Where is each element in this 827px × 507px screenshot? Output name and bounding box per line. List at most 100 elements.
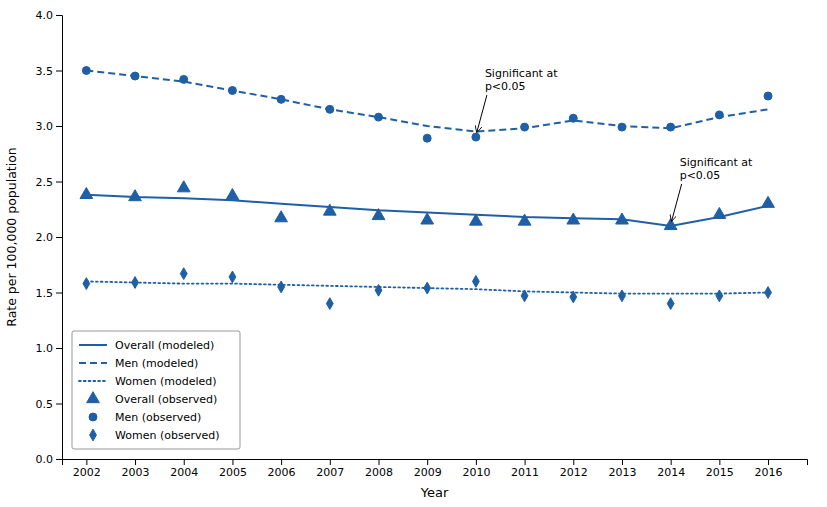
x-tick: 2002	[73, 459, 101, 479]
point	[423, 134, 431, 142]
y-tick-label: 0.0	[36, 453, 54, 466]
annotation: Significant atp<0.05	[680, 156, 753, 182]
y-tick: 0.0	[36, 453, 63, 466]
x-tick-mark	[622, 459, 623, 465]
y-tick-mark	[56, 71, 62, 72]
point	[521, 290, 528, 302]
x-tick-label: 2008	[365, 466, 393, 479]
x-tick-label: 2005	[219, 466, 247, 479]
legend-item: Men (modeled)	[79, 357, 198, 370]
point	[326, 298, 333, 310]
point	[323, 204, 336, 215]
point	[664, 219, 677, 230]
x-tick-mark	[379, 459, 380, 465]
y-tick: 3.5	[36, 65, 63, 78]
annotation-arrow	[477, 95, 487, 132]
y-axis: 0.00.51.01.52.02.53.03.54.0	[36, 9, 63, 466]
y-tick: 3.0	[36, 120, 63, 133]
point	[80, 187, 93, 198]
x-tick-label: 2012	[560, 466, 588, 479]
point	[275, 211, 288, 222]
plot: 2002200320042005200620072008200920102011…	[36, 9, 808, 479]
x-tick-mark	[476, 459, 477, 465]
legend-item: Women (observed)	[90, 429, 220, 442]
y-tick: 1.5	[36, 287, 63, 300]
legend-label: Women (modeled)	[115, 375, 217, 388]
x-tick: 2012	[560, 459, 588, 479]
x-tick-mark	[330, 459, 331, 465]
line	[86, 71, 768, 132]
point	[521, 123, 529, 131]
y-tick-mark	[56, 459, 62, 460]
point	[667, 298, 674, 310]
y-tick-mark	[56, 404, 62, 405]
y-axis-line	[56, 16, 63, 460]
x-tick: 2016	[755, 459, 783, 479]
point	[278, 281, 285, 293]
point	[421, 213, 434, 224]
x-tick-mark	[573, 459, 574, 465]
x-tick-label: 2016	[755, 466, 783, 479]
point	[567, 213, 580, 224]
x-tick-label: 2004	[170, 466, 198, 479]
x-tick-mark	[232, 459, 233, 465]
y-tick-mark	[56, 15, 62, 16]
y-tick-label: 2.0	[36, 231, 54, 244]
x-tick-mark	[184, 459, 185, 465]
point	[375, 284, 382, 296]
x-tick: 2008	[365, 459, 393, 479]
point	[129, 190, 142, 201]
point	[226, 189, 239, 200]
point	[716, 290, 723, 302]
x-tick: 2005	[219, 459, 247, 479]
legend-swatch	[87, 392, 100, 403]
line	[86, 281, 768, 293]
point	[82, 67, 90, 75]
x-tick-mark	[671, 459, 672, 465]
point	[762, 196, 775, 207]
point	[764, 92, 772, 100]
x-tick-mark	[525, 459, 526, 465]
legend-swatch	[79, 362, 107, 364]
y-tick-label: 2.5	[36, 176, 54, 189]
point	[83, 278, 90, 290]
x-tick: 2013	[608, 459, 636, 479]
x-tick-mark	[719, 459, 720, 465]
point	[424, 282, 431, 294]
x-axis: 2002200320042005200620072008200920102011…	[63, 459, 808, 479]
x-tick-label: 2013	[608, 466, 636, 479]
legend-item: Women (modeled)	[79, 375, 217, 388]
point	[765, 287, 772, 299]
x-tick: 2015	[706, 459, 734, 479]
y-axis-title: Rate per 100,000 population	[4, 147, 19, 327]
x-tick-label: 2006	[268, 466, 296, 479]
legend-label: Overall (modeled)	[115, 339, 214, 352]
y-tick-label: 3.0	[36, 120, 54, 133]
point	[180, 75, 188, 83]
y-tick: 2.0	[36, 231, 63, 244]
point	[715, 111, 723, 119]
line	[86, 195, 768, 226]
x-tick-label: 2003	[122, 466, 150, 479]
point	[177, 181, 190, 192]
legend-item: Overall (modeled)	[79, 339, 214, 352]
y-tick-mark	[56, 126, 62, 127]
point	[569, 114, 577, 122]
y-tick-label: 0.5	[36, 398, 54, 411]
x-tick-label: 2014	[657, 466, 685, 479]
legend-item: Overall (observed)	[87, 392, 218, 406]
x-tick-mark	[427, 459, 428, 465]
point	[277, 95, 285, 103]
y-tick-mark	[56, 293, 62, 294]
point	[470, 214, 483, 225]
point	[180, 268, 187, 280]
legend: Overall (modeled) Men (modeled) Women (mod…	[72, 331, 240, 449]
point	[667, 123, 675, 131]
x-tick: 2011	[511, 459, 539, 479]
legend-label: Men (observed)	[115, 411, 201, 424]
point	[326, 105, 334, 113]
y-tick-mark	[56, 182, 62, 183]
annotation-arrow	[672, 184, 682, 221]
x-tick: 2007	[316, 459, 344, 479]
y-tick-mark	[56, 348, 62, 349]
